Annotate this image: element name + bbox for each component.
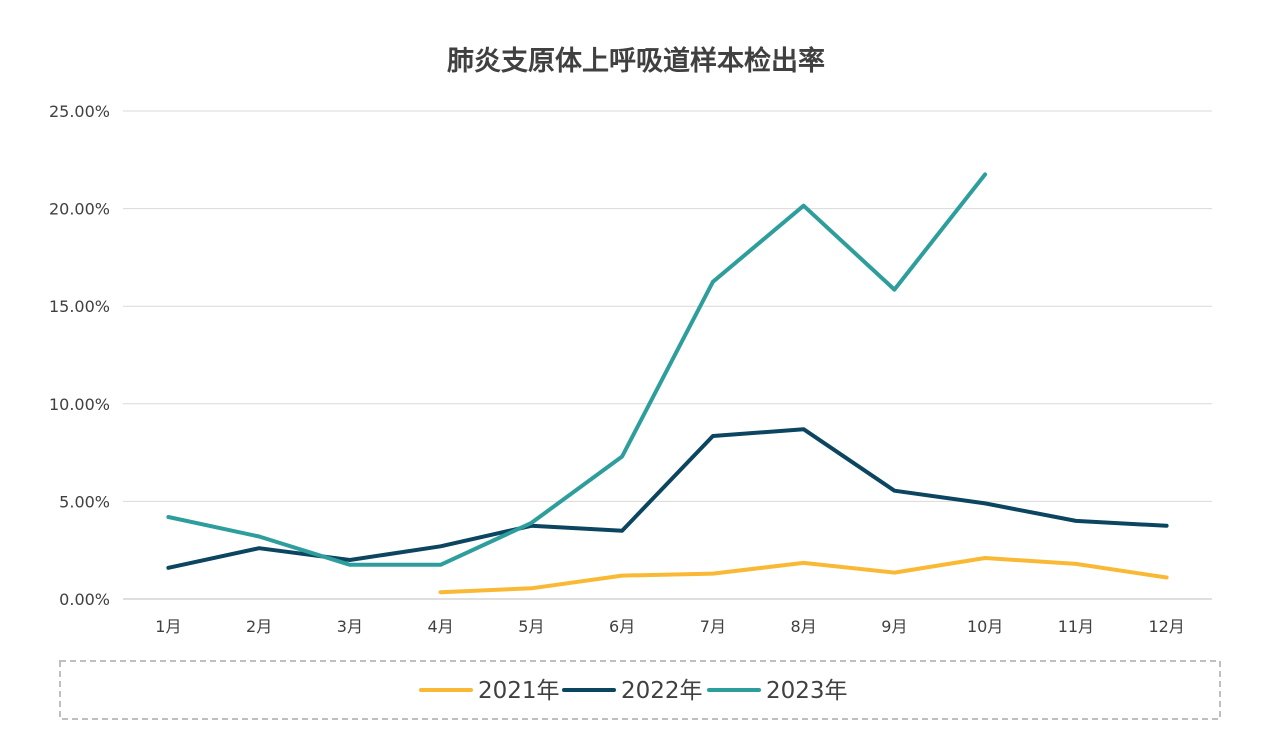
y-tick-label: 20.00%	[49, 200, 110, 219]
series-line-2	[166, 172, 988, 567]
legend-label-1: 2022年	[621, 678, 703, 704]
x-tick-label: 7月	[700, 617, 726, 636]
legend-label-0: 2021年	[478, 678, 560, 704]
legend-label-2: 2023年	[766, 678, 848, 704]
legend-box	[59, 660, 1221, 720]
x-axis: 1月 2月 3月 4月 5月 6月 7月 8月 9月 10月 11月 12月	[155, 617, 1185, 636]
x-tick-label: 3月	[337, 617, 363, 636]
y-tick-label: 5.00%	[59, 492, 110, 511]
y-tick-label: 0.00%	[59, 590, 110, 609]
x-tick-label: 12月	[1148, 617, 1184, 636]
x-tick-label: 10月	[967, 617, 1003, 636]
y-tick-label: 10.00%	[49, 395, 110, 414]
series-line-0	[438, 556, 1169, 595]
legend: 2021年 2022年 2023年	[419, 678, 848, 704]
x-tick-label: 11月	[1058, 617, 1094, 636]
gridlines	[123, 110, 1212, 600]
series-line-1	[166, 427, 1169, 570]
chart-title: 肺炎支原体上呼吸道样本检出率	[447, 45, 825, 77]
series-lines	[166, 172, 1169, 595]
x-tick-label: 9月	[881, 617, 907, 636]
x-tick-label: 8月	[791, 617, 817, 636]
x-tick-label: 2月	[246, 617, 272, 636]
x-tick-label: 1月	[155, 617, 181, 636]
y-axis: 0.00% 5.00% 10.00% 15.00% 20.00% 25.00%	[49, 102, 110, 609]
x-tick-label: 5月	[518, 617, 544, 636]
y-tick-label: 15.00%	[49, 297, 110, 316]
y-tick-label: 25.00%	[49, 102, 110, 121]
x-tick-label: 4月	[428, 617, 454, 636]
x-tick-label: 6月	[609, 617, 635, 636]
